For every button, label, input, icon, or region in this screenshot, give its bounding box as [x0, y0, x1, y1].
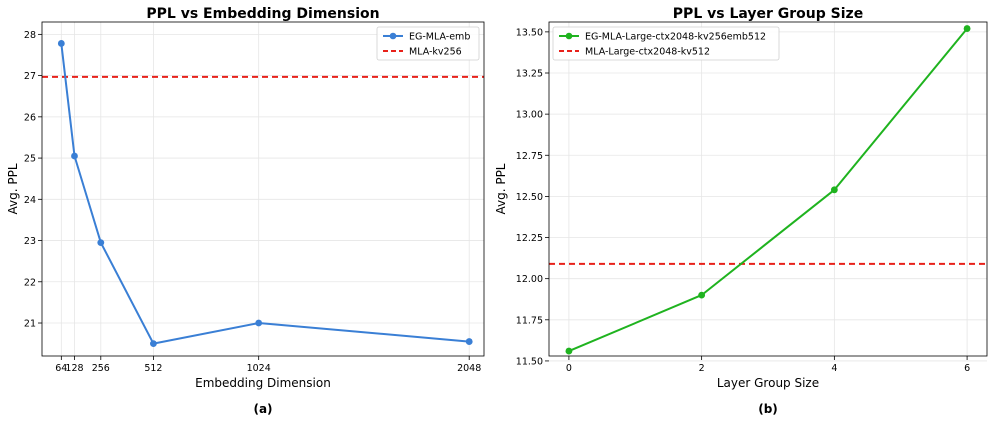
data-point — [698, 291, 706, 299]
y-tick-label: 28 — [24, 30, 36, 41]
y-tick-label: 24 — [24, 195, 36, 206]
y-ticks-a: 21 22 23 24 25 26 27 28 — [24, 30, 42, 330]
grid-a — [42, 22, 484, 356]
x-axis-label-a: Embedding Dimension — [195, 376, 331, 390]
plot-frame-a — [41, 21, 485, 357]
series-line — [568, 27, 968, 353]
series-b — [565, 25, 971, 355]
y-tick-label: 12.50 — [516, 192, 543, 203]
legend-marker-series-b — [565, 32, 573, 40]
x-tick-label: 2048 — [457, 363, 481, 374]
x-tick-label: 64 — [55, 363, 67, 374]
chart-panel-b: 0 2 4 6 11.50 11.75 12.00 12.25 12.50 12.75 13.00… — [494, 6, 988, 416]
data-point — [465, 338, 473, 345]
legend-a: EG-MLA-emb MLA-kv256 — [376, 26, 480, 61]
data-point — [255, 319, 263, 327]
data-point — [830, 186, 838, 194]
data-point — [97, 239, 105, 247]
y-tick-label: 22 — [24, 277, 36, 288]
y-tick-label: 26 — [24, 112, 36, 123]
data-point — [71, 152, 78, 160]
legend-label-series-b: EG-MLA-Large-ctx2048-kv256emb512 — [585, 32, 766, 43]
y-tick-label: 25 — [24, 154, 36, 165]
y-tick-label: 12.75 — [516, 151, 543, 162]
caption-b: (b) — [758, 402, 778, 416]
x-tick-label: 4 — [831, 363, 837, 374]
x-tick-label: 2 — [699, 363, 705, 374]
y-tick-label: 11.75 — [516, 315, 543, 326]
legend-marker-series-a — [389, 32, 397, 40]
x-tick-label: 6 — [964, 363, 970, 374]
grid-b — [549, 22, 987, 362]
chart-title-a: PPL vs Embedding Dimension — [146, 6, 379, 22]
y-tick-label: 21 — [24, 319, 36, 330]
plot-frame-b — [548, 21, 988, 357]
y-tick-label: 11.50 — [516, 356, 543, 367]
legend-label-series-a: EG-MLA-emb — [409, 32, 470, 43]
series-a — [57, 40, 473, 348]
series-line — [60, 43, 470, 345]
y-tick-label: 27 — [24, 71, 36, 82]
legend-label-reference-b: MLA-Large-ctx2048-kv512 — [585, 47, 710, 58]
y-tick-label: 12.25 — [516, 233, 543, 244]
x-tick-label: 0 — [566, 363, 572, 374]
x-tick-label: 128 — [65, 363, 83, 374]
legend-box-b — [552, 26, 780, 61]
x-ticks-b: 0 2 4 6 — [566, 356, 970, 374]
y-tick-label: 13.50 — [516, 27, 543, 38]
y-tick-label: 23 — [24, 236, 36, 247]
y-axis-label-a: Avg. PPL — [6, 163, 20, 214]
data-point — [57, 40, 65, 47]
x-tick-label: 1024 — [247, 363, 271, 374]
data-point — [565, 347, 573, 355]
y-ticks-b: 11.50 11.75 12.00 12.25 12.50 12.75 13.00 13.25… — [516, 27, 549, 367]
x-tick-label: 512 — [144, 363, 162, 374]
y-tick-label: 13.25 — [516, 69, 543, 80]
x-axis-label-b: Layer Group Size — [717, 376, 819, 390]
chart-title-b: PPL vs Layer Group Size — [673, 6, 863, 22]
caption-a: (a) — [253, 402, 272, 416]
legend-b: EG-MLA-Large-ctx2048-kv256emb512 MLA-Lar… — [552, 26, 780, 61]
legend-label-reference-a: MLA-kv256 — [409, 47, 462, 58]
x-tick-label: 256 — [92, 363, 110, 374]
data-point — [150, 340, 157, 348]
y-tick-label: 12.00 — [516, 274, 543, 285]
y-axis-label-b: Avg. PPL — [494, 163, 508, 214]
y-tick-label: 13.00 — [516, 110, 543, 121]
data-point — [963, 25, 971, 32]
